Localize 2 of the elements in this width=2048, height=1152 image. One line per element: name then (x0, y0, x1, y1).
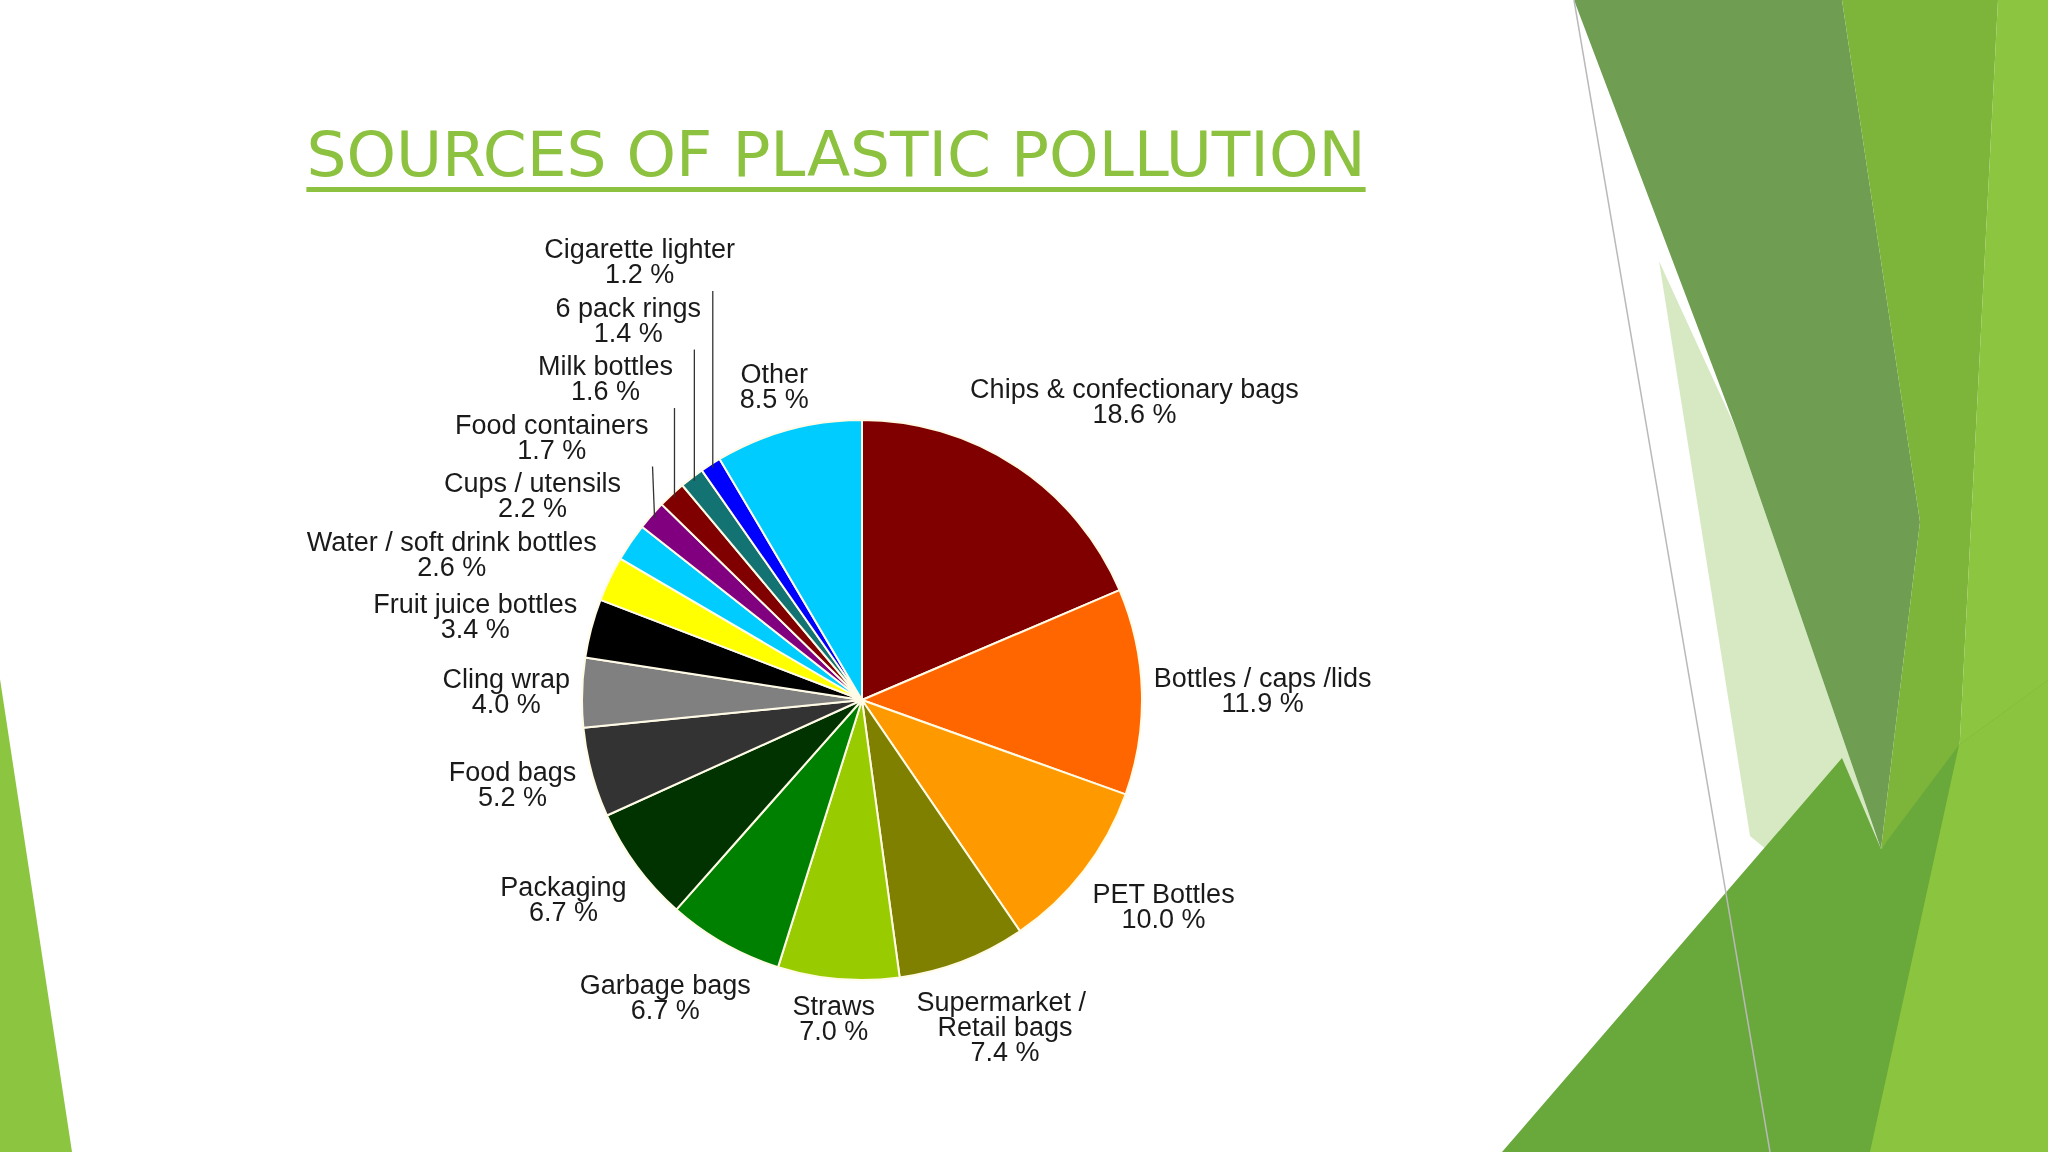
slice-label: Bottles / caps /lids (1153, 662, 1372, 693)
chart-title: SOURCES OF PLASTIC POLLUTION (306, 118, 1366, 191)
